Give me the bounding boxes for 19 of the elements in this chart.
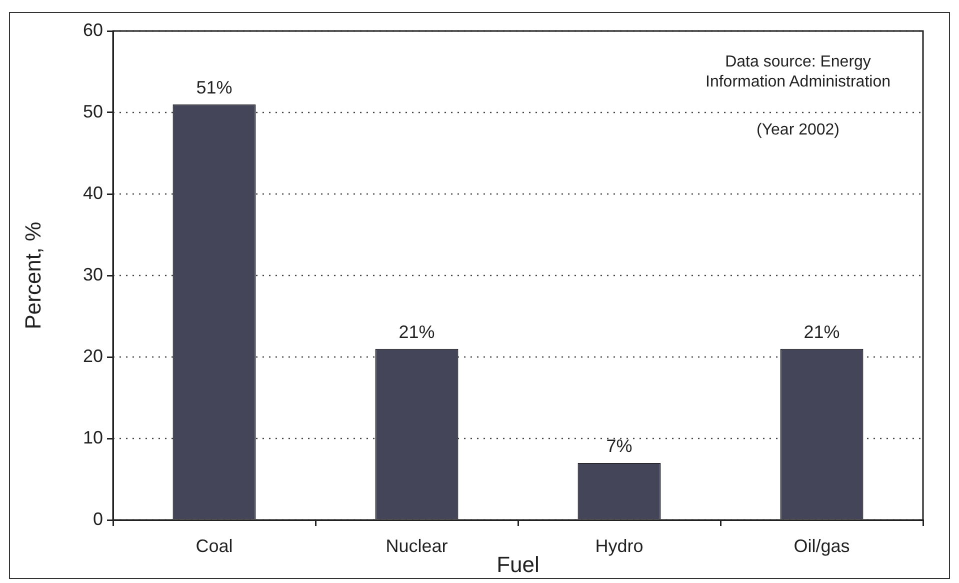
x-axis-title: Fuel [496, 552, 540, 577]
x-tick-label: Oil/gas [794, 536, 850, 556]
y-axis-title: Percent, % [20, 222, 46, 330]
y-tick-label: 0 [92, 508, 103, 529]
x-tick-label: Nuclear [386, 536, 448, 556]
data-label: 7% [606, 436, 632, 456]
data-label: 21% [398, 322, 435, 342]
annotation: Data source: Energy Information Administration [706, 53, 890, 90]
annotation: (Year 2002) [756, 121, 840, 138]
y-tick-label: 10 [82, 427, 103, 448]
y-tick-label: 50 [82, 101, 103, 122]
y-tick-label: 20 [82, 346, 103, 366]
y-tick-label: 40 [82, 182, 103, 203]
y-tick-label: 30 [82, 264, 103, 284]
x-tick-label: Hydro [595, 536, 644, 556]
data-label: 51% [196, 77, 232, 98]
data-label: 21% [804, 322, 840, 342]
y-tick-label: 60 [82, 20, 103, 40]
x-tick-label: Coal [196, 536, 233, 556]
